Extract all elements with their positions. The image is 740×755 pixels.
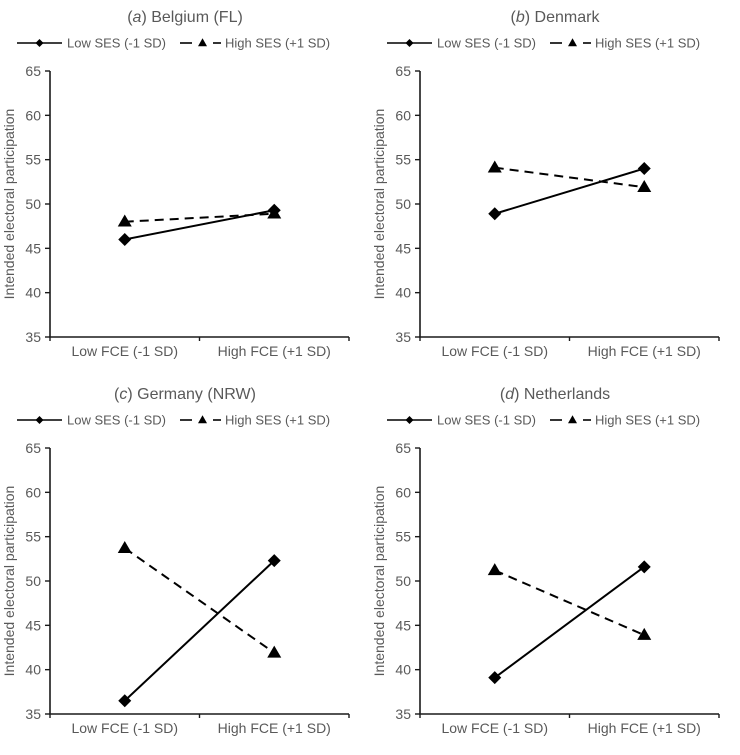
legend: Low SES (-1 SD) High SES (+1 SD) xyxy=(387,413,700,428)
y-tick-label: 40 xyxy=(25,662,41,678)
diamond-marker-icon-low-ses xyxy=(637,162,651,176)
panel-d: (d) Netherlands Low SES (-1 SD) High SES (… xyxy=(370,377,740,754)
category-label: High FCE (+1 SD) xyxy=(218,343,331,359)
y-axis-title: Intended electoral participation xyxy=(1,486,17,677)
y-tick-label: 65 xyxy=(25,63,41,79)
y-tick-label: 60 xyxy=(395,484,411,500)
legend-label-low-ses: Low SES (-1 SD) xyxy=(67,413,166,428)
triangle-marker-icon-high-ses xyxy=(117,540,132,553)
y-tick-label: 35 xyxy=(25,329,41,345)
panel-title: (b) Denmark xyxy=(511,9,601,26)
legend-label-high-ses: High SES (+1 SD) xyxy=(595,413,700,428)
diamond-marker-icon-low-ses xyxy=(118,694,132,708)
panel-b-chart: (b) Denmark Low SES (-1 SD) High SES (+1 S… xyxy=(371,9,720,359)
triangle-marker-icon-high-ses xyxy=(117,214,132,227)
triangle-marker-icon-legend xyxy=(568,38,577,47)
series-line-high-ses xyxy=(494,569,645,637)
triangle-marker-icon-high-ses xyxy=(267,206,282,219)
y-tick-label: 45 xyxy=(25,617,41,633)
y-tick-label: 40 xyxy=(395,285,411,301)
y-tick-label: 55 xyxy=(25,152,41,168)
y-tick-label: 65 xyxy=(395,440,411,456)
y-tick-label: 60 xyxy=(25,484,41,500)
y-tick-label: 35 xyxy=(395,706,411,722)
panel-a: (a) Belgium (FL) Low SES (-1 SD) High SES … xyxy=(0,0,370,377)
diamond-marker-icon-legend xyxy=(405,416,414,424)
panel-a-chart: (a) Belgium (FL) Low SES (-1 SD) High SES … xyxy=(1,9,350,359)
triangle-marker-icon-high-ses xyxy=(487,563,502,576)
series-line-high-ses xyxy=(124,212,275,223)
legend: Low SES (-1 SD) High SES (+1 SD) xyxy=(17,413,330,428)
y-tick-label: 35 xyxy=(395,329,411,345)
triangle-marker-icon-legend xyxy=(568,415,577,424)
triangle-marker-icon-legend xyxy=(198,415,207,424)
panel-c-chart: (c) Germany (NRW) Low SES (-1 SD) High SES… xyxy=(1,386,350,736)
series-line-high-ses xyxy=(124,547,275,654)
y-tick-label: 35 xyxy=(25,706,41,722)
y-tick-label: 55 xyxy=(395,152,411,168)
y-tick-label: 45 xyxy=(395,240,411,256)
diamond-marker-icon-low-ses xyxy=(637,560,651,574)
y-tick-label: 60 xyxy=(395,107,411,123)
y-tick-label: 40 xyxy=(25,285,41,301)
y-tick-label: 65 xyxy=(25,440,41,456)
category-label: High FCE (+1 SD) xyxy=(218,720,331,736)
panel-d-chart: (d) Netherlands Low SES (-1 SD) High SES (… xyxy=(371,386,720,736)
series-line-high-ses xyxy=(494,166,645,189)
legend: Low SES (-1 SD) High SES (+1 SD) xyxy=(17,36,330,51)
y-tick-label: 40 xyxy=(395,662,411,678)
y-tick-label: 65 xyxy=(395,63,411,79)
panel-title: (a) Belgium (FL) xyxy=(127,9,243,26)
category-label: High FCE (+1 SD) xyxy=(588,343,701,359)
legend: Low SES (-1 SD) High SES (+1 SD) xyxy=(387,36,700,51)
category-label: Low FCE (-1 SD) xyxy=(441,720,548,736)
legend-label-high-ses: High SES (+1 SD) xyxy=(595,36,700,51)
legend-label-high-ses: High SES (+1 SD) xyxy=(225,36,330,51)
y-axis-title: Intended electoral participation xyxy=(371,486,387,677)
y-tick-label: 50 xyxy=(395,573,411,589)
panel-b: (b) Denmark Low SES (-1 SD) High SES (+1 S… xyxy=(370,0,740,377)
y-tick-label: 60 xyxy=(25,107,41,123)
legend-label-low-ses: Low SES (-1 SD) xyxy=(67,36,166,51)
legend-label-low-ses: Low SES (-1 SD) xyxy=(437,36,536,51)
triangle-marker-icon-high-ses xyxy=(487,160,502,173)
y-tick-label: 45 xyxy=(25,240,41,256)
panel-title: (c) Germany (NRW) xyxy=(114,386,256,403)
category-label: High FCE (+1 SD) xyxy=(588,720,701,736)
triangle-marker-icon-legend xyxy=(198,38,207,47)
y-tick-label: 45 xyxy=(395,617,411,633)
category-label: Low FCE (-1 SD) xyxy=(441,343,548,359)
y-axis-title: Intended electoral participation xyxy=(371,109,387,300)
legend-label-high-ses: High SES (+1 SD) xyxy=(225,413,330,428)
diamond-marker-icon-legend xyxy=(35,39,44,47)
y-tick-label: 50 xyxy=(395,196,411,212)
series-line-low-ses xyxy=(124,559,275,702)
triangle-marker-icon-high-ses xyxy=(267,645,282,658)
panel-c: (c) Germany (NRW) Low SES (-1 SD) High SES… xyxy=(0,377,370,754)
diamond-marker-icon-low-ses xyxy=(488,671,502,685)
category-label: Low FCE (-1 SD) xyxy=(71,343,178,359)
y-tick-label: 50 xyxy=(25,573,41,589)
y-tick-label: 50 xyxy=(25,196,41,212)
series-line-low-ses xyxy=(494,566,645,679)
triangle-marker-icon-high-ses xyxy=(637,627,652,640)
series-line-low-ses xyxy=(494,167,645,215)
legend-label-low-ses: Low SES (-1 SD) xyxy=(437,413,536,428)
triangle-marker-icon-high-ses xyxy=(637,179,652,192)
category-label: Low FCE (-1 SD) xyxy=(71,720,178,736)
y-tick-label: 55 xyxy=(395,529,411,545)
diamond-marker-icon-low-ses xyxy=(118,232,132,246)
diamond-marker-icon-legend xyxy=(405,39,414,47)
panel-title: (d) Netherlands xyxy=(500,386,610,403)
y-tick-label: 55 xyxy=(25,529,41,545)
diamond-marker-icon-legend xyxy=(35,416,44,424)
diamond-marker-icon-low-ses xyxy=(488,207,502,221)
diamond-marker-icon-low-ses xyxy=(267,554,281,568)
y-axis-title: Intended electoral participation xyxy=(1,109,17,300)
